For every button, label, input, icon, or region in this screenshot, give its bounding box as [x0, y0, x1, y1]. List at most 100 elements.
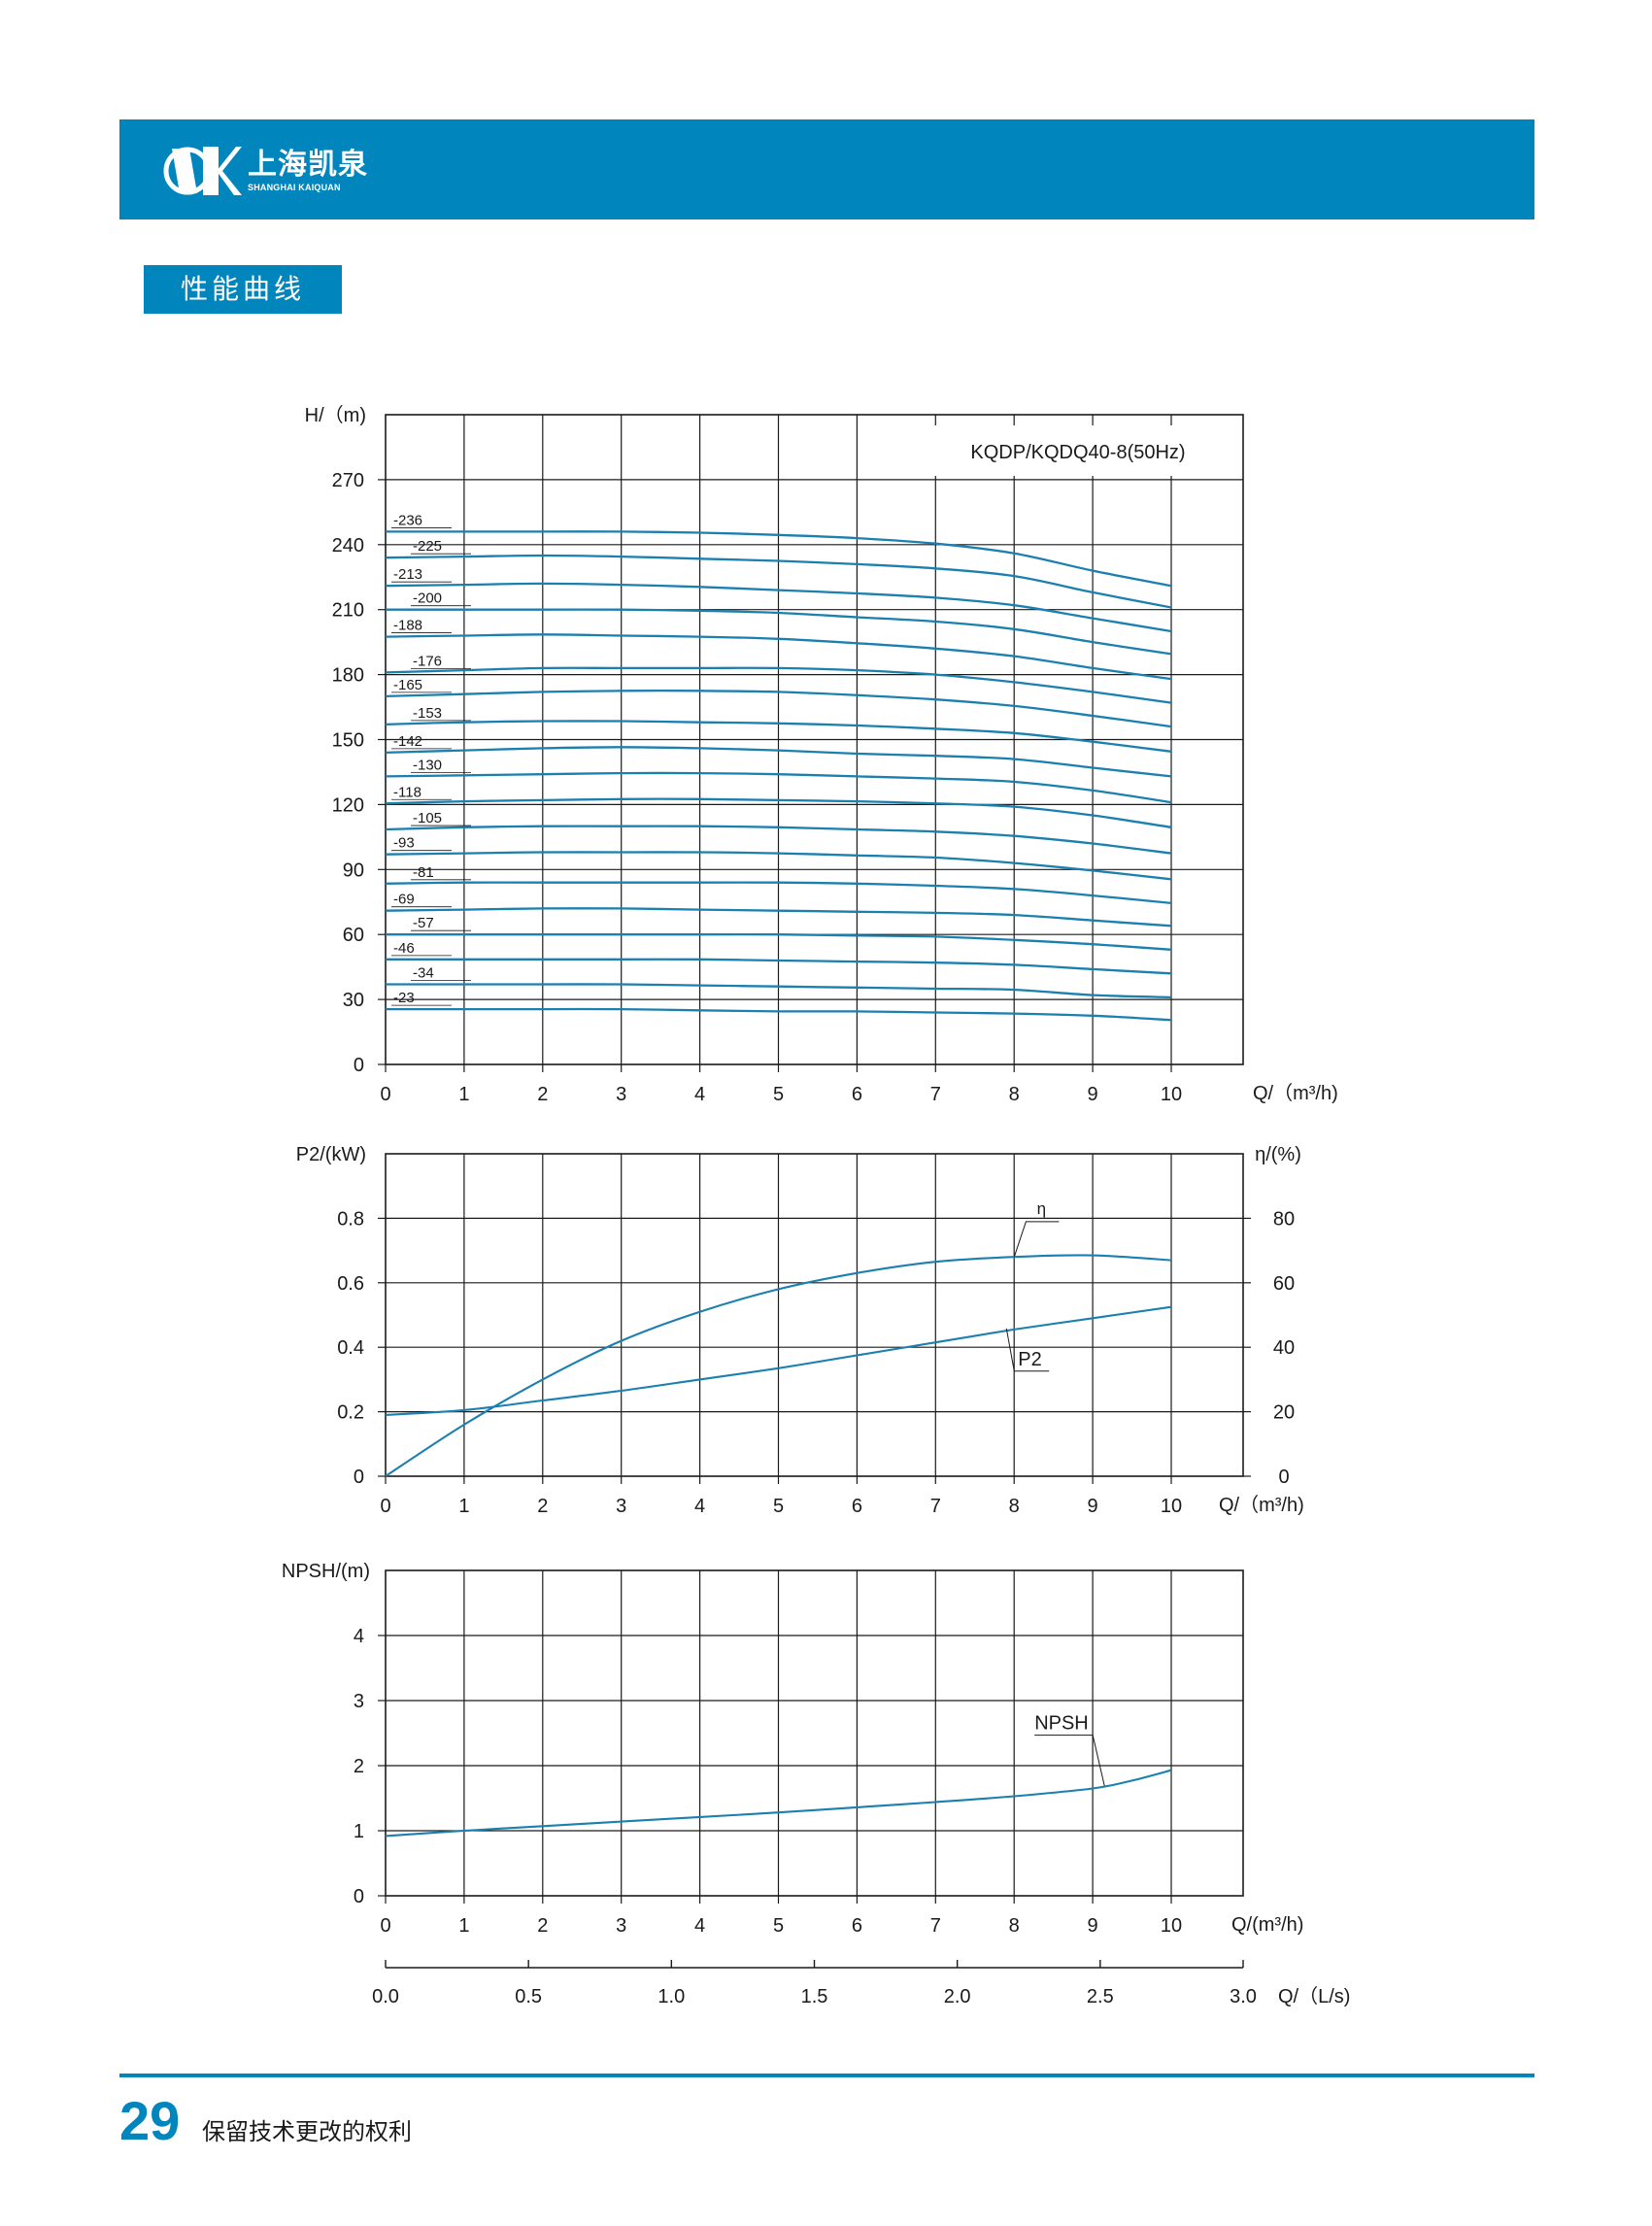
footer-divider	[119, 2074, 1534, 2077]
head-x-tick-label: 5	[773, 1084, 784, 1105]
power-y-tick-label: 0.4	[337, 1337, 364, 1359]
flow-ls-tick-label: 3.0	[1230, 1986, 1257, 2007]
head-curve-label: -176	[413, 653, 442, 669]
head-y-tick-label: 240	[332, 535, 364, 556]
flow-ls-tick-label: 0.0	[372, 1986, 399, 2007]
head-y-tick-label: 30	[343, 990, 364, 1011]
head-curve-label: -34	[413, 964, 434, 981]
npsh-x-tick-label: 6	[852, 1915, 862, 1937]
flow-ls-tick-label: 1.5	[801, 1986, 828, 2007]
power-chart: 0 0.2 0.4 0.6 0.8 0 20 40 60 80 0 1 2 3 4 5 6 7 8 9 10 P2/(kW…	[296, 1144, 1304, 1517]
head-curve	[386, 530, 1172, 588]
head-curve-label: -236	[393, 512, 422, 528]
npsh-y-tick-label: 1	[354, 1821, 364, 1842]
npsh-x-tick-label: 10	[1161, 1915, 1182, 1937]
npsh-x-tick-label: 4	[694, 1915, 705, 1937]
section-title: 性能曲线	[144, 265, 342, 314]
npsh-y-tick-label: 0	[354, 1886, 364, 1907]
head-y-tick-label: 120	[332, 794, 364, 816]
head-chart-title: KQDP/KQDQ40-8(50Hz)	[970, 442, 1185, 463]
head-curve	[385, 797, 1172, 828]
head-x-tick-label: 8	[1009, 1084, 1020, 1105]
npsh-x-tick-label: 8	[1009, 1915, 1020, 1937]
head-curve-label: -93	[393, 835, 415, 852]
head-title-background	[930, 425, 1226, 476]
power-x-tick-label: 4	[694, 1496, 705, 1517]
head-curve-label: -213	[393, 566, 422, 583]
head-curve-label: -165	[393, 677, 422, 693]
head-curve	[385, 746, 1172, 778]
head-curve-label: -81	[413, 864, 434, 881]
head-y-tick-label: 180	[332, 665, 364, 687]
head-x-tick-label: 9	[1088, 1084, 1098, 1105]
head-curve	[385, 932, 1172, 951]
head-x-axis-label: Q/（m³/h)	[1253, 1082, 1338, 1104]
head-curve-label: -225	[413, 538, 442, 555]
power-x-tick-label: 10	[1161, 1496, 1182, 1517]
brand-text: 上海凯泉 SHANGHAI KAIQUAN	[248, 149, 368, 193]
efficiency-curve-label: η	[1037, 1199, 1046, 1218]
power-y-tick-label: 0.6	[337, 1273, 364, 1295]
head-x-tick-label: 2	[537, 1084, 548, 1105]
head-curve	[385, 690, 1172, 728]
head-x-tick-label: 3	[616, 1084, 626, 1105]
head-curve	[385, 851, 1172, 881]
power-y-tick-label: 0.8	[337, 1208, 364, 1230]
npsh-curve	[385, 1769, 1172, 1838]
brand-name-en: SHANGHAI KAIQUAN	[248, 183, 341, 192]
efficiency-y-axis-label: η/(%)	[1255, 1144, 1301, 1165]
head-curve-label: -46	[393, 940, 415, 957]
power-plot-frame	[385, 1153, 1244, 1477]
npsh-label-leader	[1034, 1735, 1105, 1786]
head-x-tick-label: 10	[1161, 1084, 1182, 1105]
head-curve	[386, 958, 1172, 975]
power-x-tick-label: 5	[773, 1496, 784, 1517]
npsh-y-tick-label: 4	[354, 1626, 364, 1647]
power-x-tick-label: 8	[1009, 1496, 1020, 1517]
head-curve	[385, 881, 1172, 905]
head-y-tick-label: 270	[332, 470, 364, 491]
head-curve-label: -153	[413, 705, 442, 722]
head-curve	[386, 608, 1172, 656]
flow-ls-tick-label: 2.0	[944, 1986, 971, 2007]
head-curve	[385, 983, 1172, 999]
npsh-curve-label: NPSH	[1034, 1713, 1089, 1735]
flow-ls-axis-label: Q/（L/s)	[1278, 1985, 1350, 2007]
power-x-tick-label: 6	[852, 1496, 862, 1517]
head-curve-label: -200	[413, 590, 442, 607]
head-curve-label: -130	[413, 757, 442, 773]
npsh-y-tick-label: 3	[354, 1691, 364, 1712]
power-label-leader	[1005, 1328, 1050, 1372]
head-x-tick-label: 6	[852, 1084, 862, 1105]
power-x-tick-label: 9	[1088, 1496, 1098, 1517]
head-curve	[385, 771, 1172, 804]
head-curve	[385, 720, 1172, 753]
efficiency-y-tick-label: 60	[1273, 1273, 1295, 1295]
head-curve-label: -188	[393, 618, 422, 634]
efficiency-y-tick-label: 20	[1273, 1402, 1295, 1424]
power-x-axis-label: Q/（m³/h)	[1219, 1494, 1304, 1516]
head-y-axis-label: H/（m)	[305, 404, 366, 426]
power-curve-label: P2	[1018, 1349, 1041, 1370]
npsh-x-tick-label: 9	[1088, 1915, 1098, 1937]
npsh-x-tick-label: 1	[458, 1915, 469, 1937]
head-x-tick-label: 0	[380, 1084, 390, 1105]
flow-ls-tick-label: 1.0	[657, 1986, 685, 2007]
npsh-x-tick-label: 3	[616, 1915, 626, 1937]
kaiquan-logo-icon	[163, 147, 242, 195]
head-curve-label: -57	[413, 915, 434, 931]
head-curve-label: -142	[393, 733, 422, 750]
head-curve	[385, 666, 1172, 704]
head-x-tick-label: 7	[930, 1084, 941, 1105]
power-x-tick-label: 0	[380, 1496, 390, 1517]
brand-name-cn: 上海凯泉	[248, 148, 368, 182]
brand-logo[interactable]: 上海凯泉 SHANGHAI KAIQUAN	[158, 137, 368, 205]
power-x-tick-label: 3	[616, 1496, 626, 1517]
power-x-tick-label: 7	[930, 1496, 941, 1517]
header-bar: 上海凯泉 SHANGHAI KAIQUAN	[119, 119, 1534, 219]
footer-note: 保留技术更改的权利	[202, 2118, 412, 2145]
head-x-tick-label: 4	[694, 1084, 705, 1105]
npsh-plot-frame	[385, 1569, 1244, 1897]
head-chart: 0 30 60 90 120 150 180 210 240 270 0 1 2 3 4 5 6 7 8 9 10 H/（…	[305, 404, 1338, 1105]
